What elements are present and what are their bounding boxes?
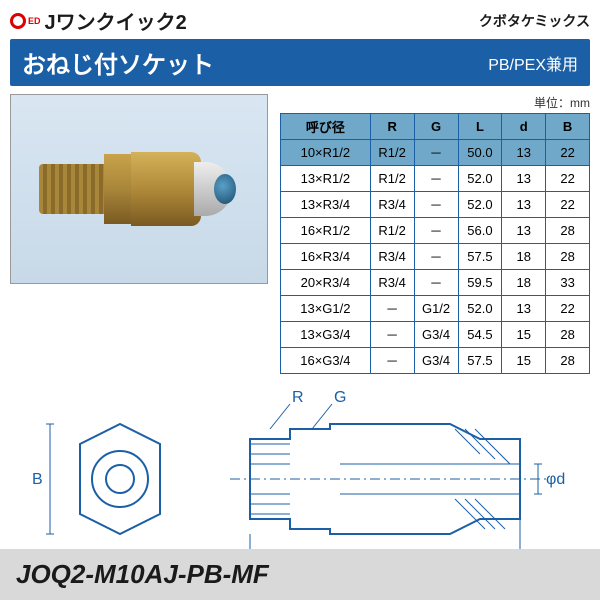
company-logo-icon (453, 11, 473, 31)
table-cell: 15 (502, 322, 546, 348)
table-cell: 13×G1/2 (281, 296, 371, 322)
table-cell: 15 (502, 348, 546, 374)
product-title: おねじ付ソケット (22, 45, 214, 80)
table-cell: R3/4 (370, 270, 414, 296)
table-cell: 16×G3/4 (281, 348, 371, 374)
table-row: 13×G3/4－G3/454.51528 (281, 322, 590, 348)
table-cell: 22 (546, 140, 590, 166)
table-cell: 13×R3/4 (281, 192, 371, 218)
table-cell: 22 (546, 192, 590, 218)
table-cell: 18 (502, 244, 546, 270)
series-name: Jワンクイック2 (45, 6, 187, 35)
dim-g: G (334, 389, 346, 406)
table-row: 13×R1/2R1/2－52.01322 (281, 166, 590, 192)
model-bar: JOQ2-M10AJ-PB-MF (0, 549, 600, 600)
table-cell: 56.0 (458, 218, 502, 244)
spec-col-header: d (502, 114, 546, 140)
table-cell: 10×R1/2 (281, 140, 371, 166)
table-cell: 13×G3/4 (281, 322, 371, 348)
dim-r: R (292, 389, 304, 406)
table-row: 16×R1/2R1/2－56.01328 (281, 218, 590, 244)
model-code: JOQ2-M10AJ-PB-MF (16, 559, 269, 589)
spec-col-header: R (370, 114, 414, 140)
table-cell: 13 (502, 166, 546, 192)
table-cell: 33 (546, 270, 590, 296)
table-cell: 28 (546, 244, 590, 270)
table-cell: － (414, 218, 458, 244)
table-cell: G1/2 (414, 296, 458, 322)
table-cell: 28 (546, 348, 590, 374)
table-cell: － (370, 322, 414, 348)
table-cell: 13×R1/2 (281, 166, 371, 192)
brand-circle-icon (10, 13, 26, 29)
table-cell: － (414, 140, 458, 166)
table-cell: 22 (546, 166, 590, 192)
spec-col-header: 呼び径 (281, 114, 371, 140)
table-cell: 13 (502, 140, 546, 166)
table-cell: 57.5 (458, 348, 502, 374)
brand-left: ED Jワンクイック2 (10, 6, 453, 35)
table-cell: 13 (502, 296, 546, 322)
dim-b: B (32, 471, 43, 488)
table-cell: G3/4 (414, 348, 458, 374)
table-cell: 20×R3/4 (281, 270, 371, 296)
fitting-illustration (39, 144, 239, 234)
spec-table: 呼び径RGLdB 10×R1/2R1/2－50.0132213×R1/2R1/2… (280, 113, 590, 374)
table-cell: 16×R3/4 (281, 244, 371, 270)
spec-col-header: B (546, 114, 590, 140)
table-cell: 57.5 (458, 244, 502, 270)
table-row: 10×R1/2R1/2－50.01322 (281, 140, 590, 166)
table-cell: 50.0 (458, 140, 502, 166)
table-cell: 16×R1/2 (281, 218, 371, 244)
table-cell: 22 (546, 296, 590, 322)
table-row: 16×R3/4R3/4－57.51828 (281, 244, 590, 270)
table-row: 13×G1/2－G1/252.01322 (281, 296, 590, 322)
table-cell: － (414, 192, 458, 218)
table-row: 20×R3/4R3/4－59.51833 (281, 270, 590, 296)
table-cell: － (414, 244, 458, 270)
spec-col-header: L (458, 114, 502, 140)
unit-label: 単位：mm (280, 94, 590, 113)
table-cell: 28 (546, 322, 590, 348)
table-cell: － (414, 270, 458, 296)
table-row: 13×R3/4R3/4－52.01322 (281, 192, 590, 218)
spec-col-header: G (414, 114, 458, 140)
dim-d: φd (546, 471, 565, 488)
title-bar: おねじ付ソケット PB/PEX兼用 (10, 39, 590, 86)
table-cell: － (414, 166, 458, 192)
table-cell: 54.5 (458, 322, 502, 348)
table-cell: 52.0 (458, 192, 502, 218)
table-cell: R1/2 (370, 140, 414, 166)
table-area: 単位：mm 呼び径RGLdB 10×R1/2R1/2－50.0132213×R1… (280, 94, 590, 374)
header-row: ED Jワンクイック2 クボタケミックス (0, 0, 600, 35)
table-cell: R1/2 (370, 166, 414, 192)
table-cell: G3/4 (414, 322, 458, 348)
table-cell: 28 (546, 218, 590, 244)
table-cell: 52.0 (458, 166, 502, 192)
table-cell: － (370, 296, 414, 322)
table-cell: 59.5 (458, 270, 502, 296)
table-cell: 18 (502, 270, 546, 296)
table-cell: R3/4 (370, 244, 414, 270)
content-row: 単位：mm 呼び径RGLdB 10×R1/2R1/2－50.0132213×R1… (0, 86, 600, 374)
company-name: クボタケミックス (479, 11, 590, 31)
table-cell: 13 (502, 218, 546, 244)
table-row: 16×G3/4－G3/457.51528 (281, 348, 590, 374)
ed-label: ED (28, 16, 41, 26)
product-photo (10, 94, 268, 284)
table-cell: R3/4 (370, 192, 414, 218)
table-cell: 13 (502, 192, 546, 218)
table-cell: R1/2 (370, 218, 414, 244)
table-cell: － (370, 348, 414, 374)
brand-right: クボタケミックス (453, 11, 590, 31)
table-cell: 52.0 (458, 296, 502, 322)
compat-label: PB/PEX兼用 (488, 51, 578, 75)
